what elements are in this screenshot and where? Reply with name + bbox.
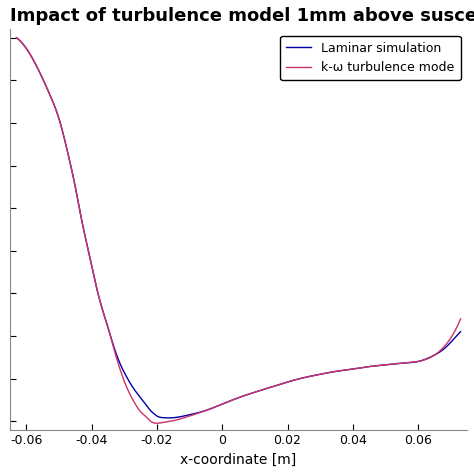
Line: Laminar simulation: Laminar simulation: [17, 38, 461, 418]
k-ω turbulence mode: [154, 420, 160, 426]
k-ω turbulence mode: [210, 405, 215, 411]
Laminar simulation: [194, 410, 200, 416]
Text: Impact of turbulence model 1mm above suscepto: Impact of turbulence model 1mm above sus…: [10, 7, 474, 25]
k-ω turbulence mode: [59, 126, 65, 132]
Laminar simulation: [166, 415, 172, 421]
Laminar simulation: [59, 126, 65, 132]
Laminar simulation: [210, 405, 215, 411]
k-ω turbulence mode: [360, 365, 366, 370]
k-ω turbulence mode: [458, 316, 464, 322]
k-ω turbulence mode: [14, 35, 19, 41]
Laminar simulation: [360, 365, 366, 370]
X-axis label: x-coordinate [m]: x-coordinate [m]: [181, 453, 297, 467]
k-ω turbulence mode: [368, 364, 374, 369]
Laminar simulation: [458, 329, 464, 335]
Line: k-ω turbulence mode: k-ω turbulence mode: [17, 38, 461, 423]
Laminar simulation: [319, 371, 325, 377]
k-ω turbulence mode: [319, 371, 325, 377]
Laminar simulation: [14, 35, 19, 41]
Laminar simulation: [368, 364, 374, 369]
Legend: Laminar simulation, k-ω turbulence mode: Laminar simulation, k-ω turbulence mode: [280, 36, 461, 80]
k-ω turbulence mode: [194, 411, 200, 417]
